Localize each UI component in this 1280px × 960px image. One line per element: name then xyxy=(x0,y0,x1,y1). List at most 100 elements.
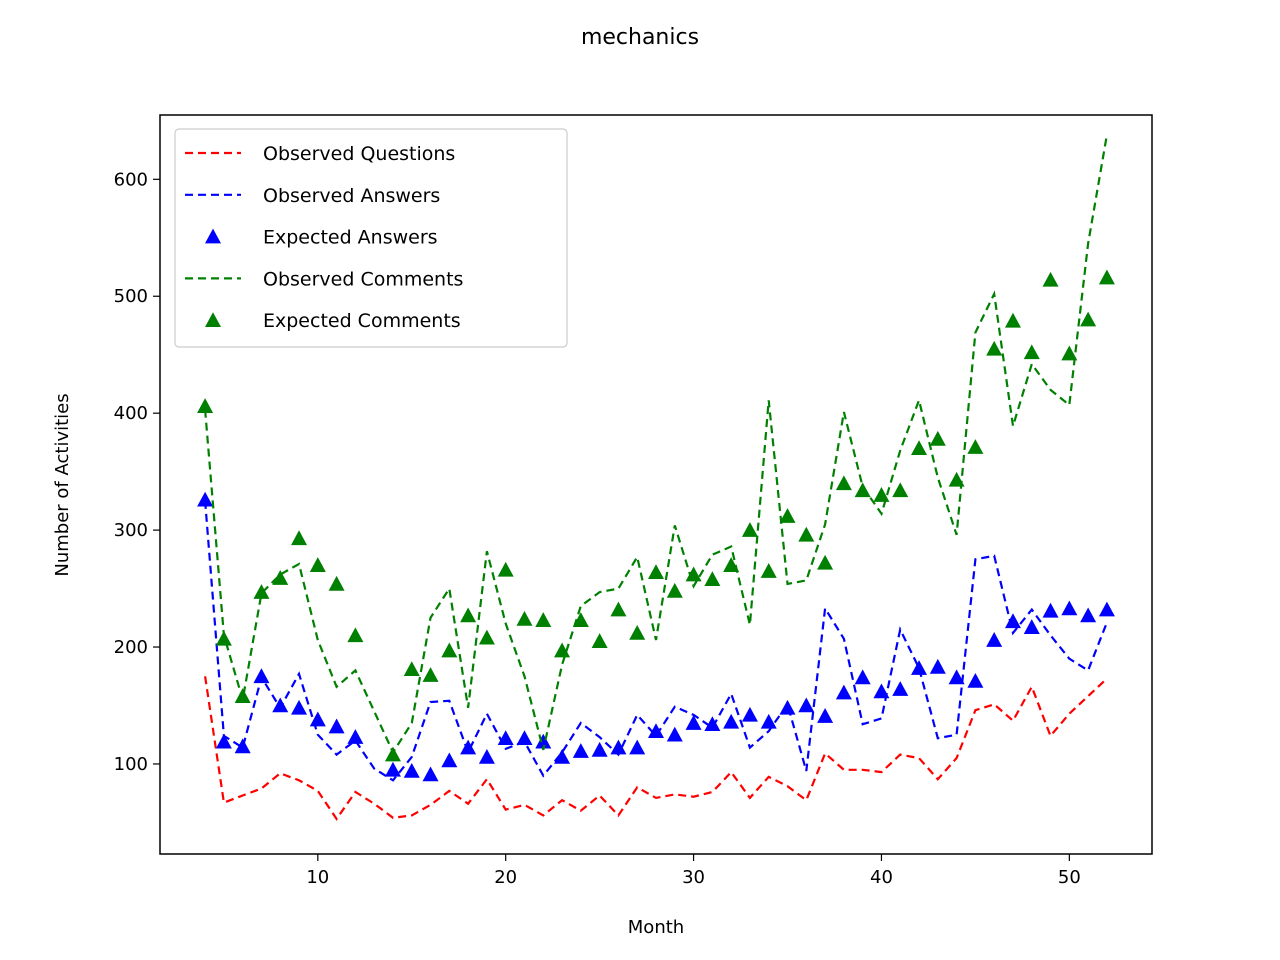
y-tick-label: 200 xyxy=(114,637,148,658)
data-point-expected-answers xyxy=(629,739,646,755)
data-point-expected-comments xyxy=(666,582,683,598)
data-point-expected-comments xyxy=(648,564,664,579)
data-point-expected-answers xyxy=(234,738,251,754)
data-point-expected-comments xyxy=(516,610,533,626)
x-axis: 10 20 30 40 50 xyxy=(306,854,1081,888)
data-point-expected-comments xyxy=(291,530,308,546)
data-point-expected-answers xyxy=(760,713,777,729)
data-point-expected-answers xyxy=(873,683,890,699)
series-line-observed-answers xyxy=(204,500,1108,782)
data-point-expected-answers xyxy=(986,632,1003,647)
data-point-expected-answers xyxy=(1080,607,1097,623)
data-point-expected-comments xyxy=(1023,344,1040,360)
legend-label: Observed Comments xyxy=(263,268,463,290)
data-point-expected-comments xyxy=(384,746,401,762)
data-point-expected-comments xyxy=(948,471,965,487)
data-point-expected-comments xyxy=(685,566,702,582)
data-point-expected-comments xyxy=(873,487,890,502)
data-point-expected-comments xyxy=(309,557,326,572)
x-tick-label: 20 xyxy=(494,867,517,888)
data-point-expected-comments xyxy=(403,661,420,677)
data-point-expected-comments xyxy=(741,522,758,537)
data-point-expected-answers xyxy=(1061,600,1078,616)
data-point-expected-answers xyxy=(967,672,984,688)
data-point-expected-comments xyxy=(760,563,777,578)
y-tick-label: 300 xyxy=(114,520,148,541)
x-tick-label: 50 xyxy=(1058,867,1081,888)
data-point-expected-answers xyxy=(497,730,514,746)
data-point-expected-answers xyxy=(291,699,308,715)
data-point-expected-comments xyxy=(798,526,815,542)
legend-label: Observed Questions xyxy=(263,143,455,165)
data-point-expected-comments xyxy=(347,627,364,643)
data-point-expected-answers xyxy=(572,743,589,758)
data-point-expected-comments xyxy=(478,629,495,645)
series-line-observed-questions xyxy=(204,676,1108,821)
legend-label: Expected Comments xyxy=(263,310,461,332)
data-point-expected-answers xyxy=(441,752,458,768)
data-point-expected-answers xyxy=(460,739,477,755)
data-point-expected-answers xyxy=(648,723,664,739)
data-point-expected-answers xyxy=(384,761,401,777)
series-line-observed-comments xyxy=(204,134,1108,755)
legend-label: Expected Answers xyxy=(263,227,438,249)
legend-label: Observed Answers xyxy=(263,185,440,207)
data-point-expected-answers xyxy=(835,684,852,700)
data-point-expected-comments xyxy=(272,570,289,585)
data-point-expected-comments xyxy=(629,625,646,640)
x-tick-label: 10 xyxy=(306,867,329,888)
data-point-expected-answers xyxy=(1042,602,1059,618)
x-tick-label: 30 xyxy=(682,867,705,888)
data-point-expected-comments xyxy=(497,561,514,577)
data-point-expected-comments xyxy=(535,612,552,627)
y-tick-label: 100 xyxy=(114,754,148,775)
data-point-expected-comments xyxy=(1061,345,1078,361)
x-axis-label: Month xyxy=(628,917,684,938)
data-point-expected-answers xyxy=(741,706,758,722)
y-axis-label: Number of Activities xyxy=(52,393,73,576)
data-point-expected-answers xyxy=(892,681,909,696)
data-point-expected-comments xyxy=(929,430,946,446)
data-point-expected-answers xyxy=(215,733,232,749)
legend-swatch-expected-answers xyxy=(205,228,221,244)
data-point-expected-comments xyxy=(591,633,608,648)
data-point-expected-answers xyxy=(929,658,946,674)
data-point-expected-answers xyxy=(422,766,439,782)
data-point-expected-answers xyxy=(854,669,871,685)
data-point-expected-comments xyxy=(1098,269,1115,285)
data-point-expected-comments xyxy=(328,575,345,591)
data-point-expected-comments xyxy=(704,571,721,587)
data-point-expected-comments xyxy=(817,554,834,570)
data-point-expected-answers xyxy=(948,669,965,685)
data-point-expected-comments xyxy=(422,667,439,682)
data-point-expected-comments xyxy=(986,340,1003,356)
data-point-expected-comments xyxy=(723,557,740,572)
data-point-expected-answers xyxy=(347,729,364,744)
plot-marks xyxy=(197,134,1115,821)
data-point-expected-answers xyxy=(779,699,796,715)
chart-title: mechanics xyxy=(581,25,699,50)
data-point-expected-answers xyxy=(1023,619,1040,634)
data-point-expected-answers xyxy=(253,668,270,684)
data-point-expected-comments xyxy=(1004,312,1021,328)
y-tick-label: 500 xyxy=(114,286,148,307)
x-tick-label: 40 xyxy=(870,867,893,888)
data-point-expected-comments xyxy=(967,439,984,454)
data-point-expected-comments xyxy=(779,508,796,523)
data-point-expected-answers xyxy=(610,739,627,755)
data-point-expected-comments xyxy=(460,607,477,623)
data-point-expected-answers xyxy=(1098,601,1115,617)
legend-swatch-expected-comments xyxy=(205,312,221,327)
data-point-expected-comments xyxy=(554,642,571,658)
legend: Observed Questions Observed Answers Expect… xyxy=(174,128,568,348)
data-point-expected-comments xyxy=(441,642,458,658)
data-point-expected-answers xyxy=(817,708,834,723)
data-point-expected-answers xyxy=(554,748,571,764)
data-point-expected-answers xyxy=(403,762,420,778)
data-point-expected-comments xyxy=(1042,271,1059,287)
data-point-expected-comments xyxy=(911,440,928,456)
data-point-expected-comments xyxy=(253,584,270,599)
data-point-expected-comments xyxy=(572,612,589,627)
y-axis: 100 200 300 400 500 600 xyxy=(114,169,160,775)
